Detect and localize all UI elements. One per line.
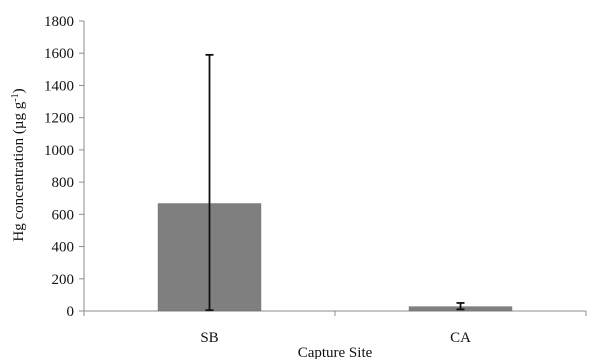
x-axis-title: Capture Site	[298, 345, 373, 359]
x-tick-label: SB	[200, 330, 218, 346]
y-tick-label: 200	[52, 272, 75, 288]
plot-area: 0 200 400 600 800 1000 1200 1400 1600 1800 SB CA	[44, 14, 587, 346]
y-tick-label: 1600	[44, 46, 74, 62]
y-tick-label: 1800	[44, 14, 74, 30]
x-tick-label: CA	[450, 330, 471, 346]
y-tick-label: 0	[67, 304, 75, 320]
y-axis-title-main: Hg concentration (µg g	[11, 101, 27, 241]
y-axis-title-close: )	[11, 88, 27, 93]
y-tick-label: 1200	[44, 111, 74, 127]
y-tick-label: 600	[52, 207, 75, 223]
y-axis-title-superscript: -1	[10, 93, 21, 101]
y-tick-label: 1000	[44, 143, 74, 159]
y-axis-title: Hg concentration (µg g-1)	[10, 88, 27, 241]
y-tick-label: 800	[52, 175, 75, 191]
y-tick-label: 1400	[44, 78, 74, 94]
y-tick-label: 400	[52, 240, 75, 256]
